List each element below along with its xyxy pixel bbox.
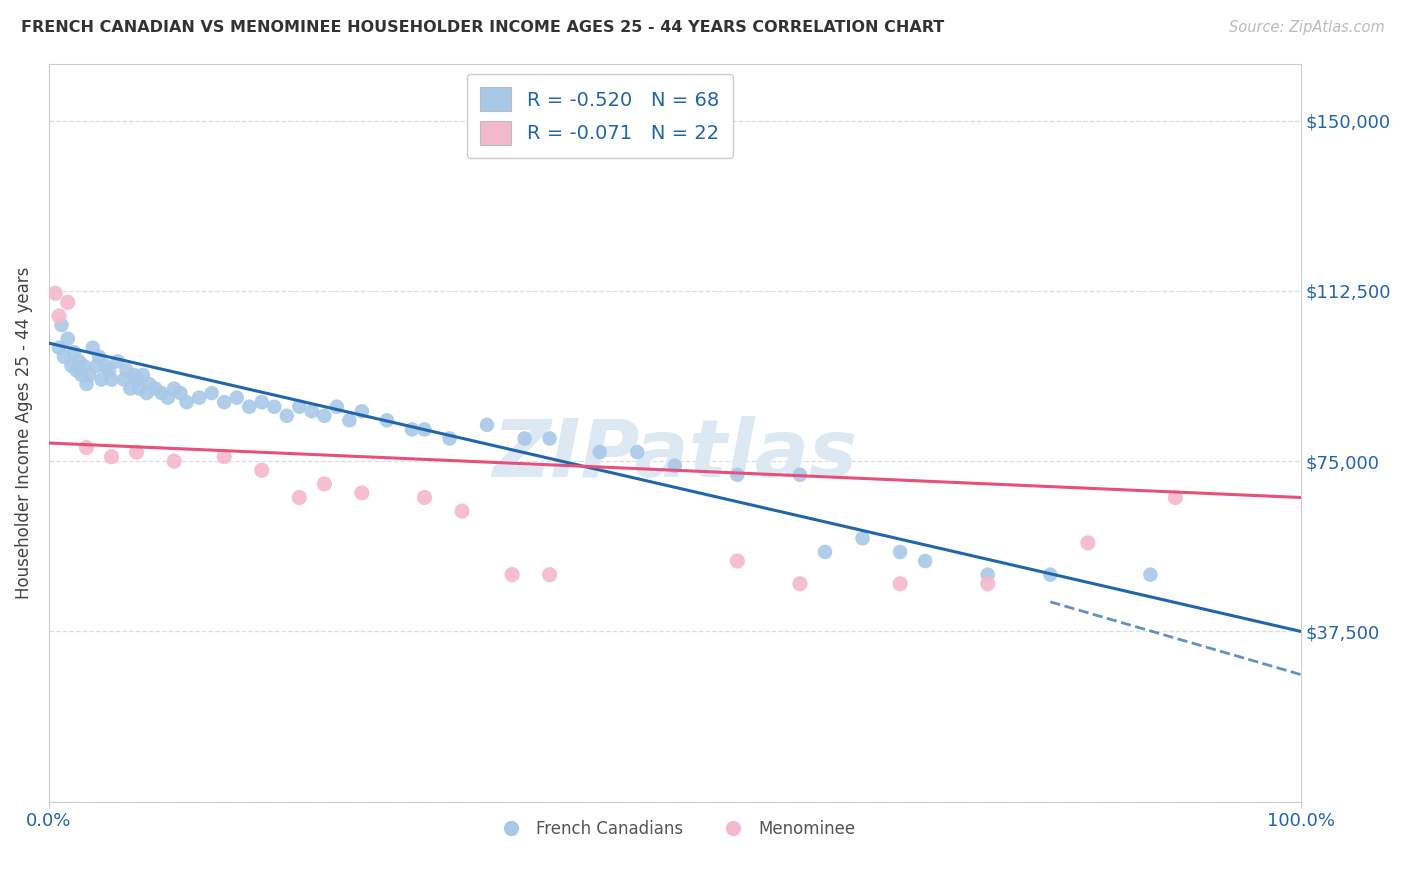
Point	[100, 450, 122, 464]
Point	[889, 576, 911, 591]
Point	[48, 309, 70, 323]
Point	[789, 576, 811, 591]
Point	[314, 476, 336, 491]
Point	[439, 432, 461, 446]
Point	[107, 354, 129, 368]
Point	[163, 454, 186, 468]
Point	[1077, 536, 1099, 550]
Point	[65, 363, 87, 377]
Point	[212, 395, 235, 409]
Point	[413, 491, 436, 505]
Point	[77, 368, 100, 382]
Point	[176, 395, 198, 409]
Point	[82, 341, 104, 355]
Point	[56, 332, 79, 346]
Point	[94, 359, 117, 373]
Point	[350, 404, 373, 418]
Point	[150, 386, 173, 401]
Point	[851, 532, 873, 546]
Point	[1139, 567, 1161, 582]
Point	[977, 576, 1000, 591]
Point	[814, 545, 837, 559]
Point	[589, 445, 612, 459]
Point	[56, 295, 79, 310]
Point	[288, 491, 311, 505]
Point	[225, 391, 247, 405]
Point	[188, 391, 211, 405]
Point	[288, 400, 311, 414]
Point	[501, 567, 523, 582]
Point	[100, 372, 122, 386]
Point	[125, 372, 148, 386]
Point	[76, 441, 98, 455]
Text: ZIPatlas: ZIPatlas	[492, 416, 858, 494]
Point	[60, 359, 83, 373]
Point	[314, 409, 336, 423]
Point	[889, 545, 911, 559]
Point	[475, 417, 498, 432]
Point	[122, 368, 145, 382]
Legend: French Canadians, Menominee: French Canadians, Menominee	[488, 814, 862, 845]
Point	[413, 422, 436, 436]
Point	[120, 382, 142, 396]
Point	[1164, 491, 1187, 505]
Point	[112, 372, 135, 386]
Point	[156, 391, 179, 405]
Point	[125, 445, 148, 459]
Point	[44, 286, 66, 301]
Point	[212, 450, 235, 464]
Point	[135, 386, 157, 401]
Point	[138, 377, 160, 392]
Point	[51, 318, 73, 332]
Point	[513, 432, 536, 446]
Point	[914, 554, 936, 568]
Point	[76, 377, 98, 392]
Text: FRENCH CANADIAN VS MENOMINEE HOUSEHOLDER INCOME AGES 25 - 44 YEARS CORRELATION C: FRENCH CANADIAN VS MENOMINEE HOUSEHOLDER…	[21, 20, 945, 35]
Point	[350, 486, 373, 500]
Point	[301, 404, 323, 418]
Point	[401, 422, 423, 436]
Point	[67, 354, 90, 368]
Point	[48, 341, 70, 355]
Point	[263, 400, 285, 414]
Point	[73, 359, 96, 373]
Point	[87, 350, 110, 364]
Text: Source: ZipAtlas.com: Source: ZipAtlas.com	[1229, 20, 1385, 35]
Point	[326, 400, 349, 414]
Point	[337, 413, 360, 427]
Point	[276, 409, 298, 423]
Point	[169, 386, 191, 401]
Point	[238, 400, 260, 414]
Point	[86, 359, 108, 373]
Point	[90, 372, 112, 386]
Point	[725, 554, 748, 568]
Point	[375, 413, 398, 427]
Point	[128, 382, 150, 396]
Point	[451, 504, 474, 518]
Point	[63, 345, 86, 359]
Point	[1039, 567, 1062, 582]
Point	[664, 458, 686, 473]
Point	[201, 386, 224, 401]
Point	[53, 350, 76, 364]
Point	[70, 368, 93, 382]
Point	[538, 567, 561, 582]
Point	[725, 467, 748, 482]
Point	[626, 445, 648, 459]
Y-axis label: Householder Income Ages 25 - 44 years: Householder Income Ages 25 - 44 years	[15, 267, 32, 599]
Point	[145, 382, 167, 396]
Point	[115, 363, 138, 377]
Point	[163, 382, 186, 396]
Point	[132, 368, 155, 382]
Point	[98, 363, 121, 377]
Point	[538, 432, 561, 446]
Point	[250, 395, 273, 409]
Point	[977, 567, 1000, 582]
Point	[789, 467, 811, 482]
Point	[250, 463, 273, 477]
